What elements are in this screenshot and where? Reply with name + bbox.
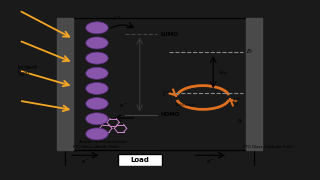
Text: $e^-$: $e^-$ <box>119 102 129 110</box>
Text: $E_{electrolyte}$: $E_{electrolyte}$ <box>175 101 196 110</box>
Text: LUMO: LUMO <box>160 32 178 37</box>
Circle shape <box>86 52 108 64</box>
Circle shape <box>86 67 108 79</box>
Circle shape <box>86 37 108 49</box>
Text: Anode Semiconductor: Anode Semiconductor <box>79 140 127 144</box>
Circle shape <box>86 22 108 34</box>
Circle shape <box>86 98 108 110</box>
Circle shape <box>86 82 108 94</box>
Text: $I_3^-$: $I_3^-$ <box>232 96 241 107</box>
Text: HOMO: HOMO <box>160 112 180 117</box>
Text: $e^-$: $e^-$ <box>112 15 121 23</box>
Text: Pt: Pt <box>237 119 242 124</box>
Text: FTO Glass (Cathode Side): FTO Glass (Cathode Side) <box>243 145 293 149</box>
Text: $V_{oc}$: $V_{oc}$ <box>218 68 229 77</box>
Bar <box>246 18 262 150</box>
Bar <box>57 18 73 150</box>
Circle shape <box>86 128 108 140</box>
Text: FTO Glass (Anode Side): FTO Glass (Anode Side) <box>73 145 119 149</box>
Circle shape <box>86 113 108 125</box>
FancyBboxPatch shape <box>117 154 162 166</box>
Text: Load: Load <box>130 157 149 163</box>
Text: $e^-$: $e^-$ <box>81 158 90 166</box>
Text: $e^-$: $e^-$ <box>206 158 215 166</box>
Text: Incident
Light: Incident Light <box>18 65 37 76</box>
Text: $E_f$: $E_f$ <box>246 47 254 56</box>
Text: $I^-$: $I^-$ <box>162 89 171 98</box>
Bar <box>70 18 249 150</box>
